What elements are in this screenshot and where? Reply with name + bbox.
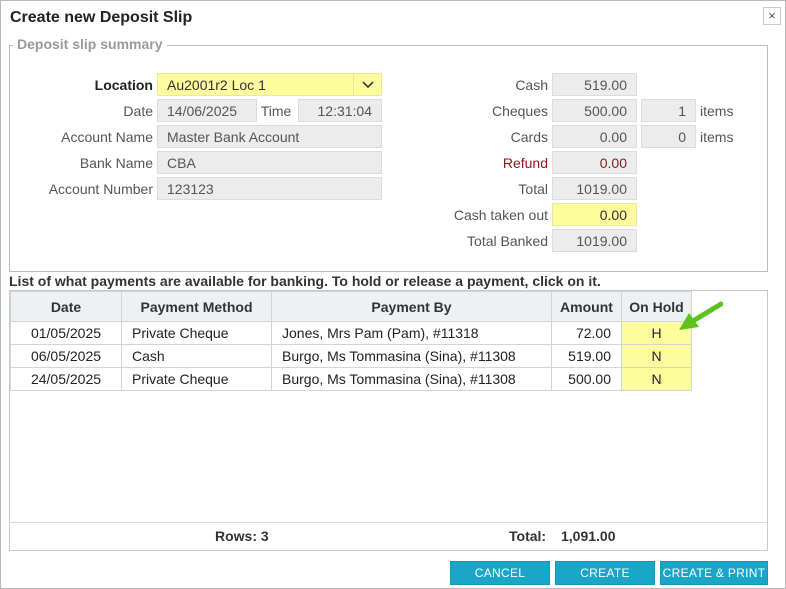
chevron-down-icon[interactable]: [353, 74, 381, 95]
cash-taken-label: Cash taken out: [453, 207, 548, 223]
table-row[interactable]: 06/05/2025 Cash Burgo, Ms Tommasina (Sin…: [10, 344, 692, 368]
cards-field: 0.00: [552, 125, 637, 148]
cash-field: 519.00: [552, 73, 637, 96]
cell-on-hold[interactable]: N: [621, 367, 692, 391]
account-name-label: Account Name: [61, 129, 153, 145]
date-field[interactable]: 14/06/2025: [157, 99, 257, 122]
cards-items-field: 0: [641, 125, 696, 148]
cheques-field: 500.00: [552, 99, 637, 122]
cheques-items-label: items: [700, 103, 734, 119]
bank-name-label: Bank Name: [79, 155, 153, 171]
location-label: Location: [94, 77, 153, 93]
cell-date[interactable]: 01/05/2025: [10, 321, 122, 345]
create-print-button[interactable]: CREATE & PRINT: [660, 561, 768, 585]
cell-payment-method[interactable]: Private Cheque: [121, 367, 272, 391]
grid-total-label: Total:: [509, 528, 547, 544]
create-button[interactable]: CREATE: [555, 561, 655, 585]
cell-payment-by[interactable]: Jones, Mrs Pam (Pam), #11318: [271, 321, 552, 345]
location-value: Au2001r2 Loc 1: [167, 77, 266, 93]
grid-footer-divider: [10, 522, 767, 523]
table-header-row: Date Payment Method Payment By Amount On…: [10, 291, 692, 322]
table-row[interactable]: 01/05/2025 Private Cheque Jones, Mrs Pam…: [10, 321, 692, 345]
location-select[interactable]: Au2001r2 Loc 1: [157, 73, 382, 96]
cell-payment-by[interactable]: Burgo, Ms Tommasina (Sina), #11308: [271, 344, 552, 368]
column-header-payment-by[interactable]: Payment By: [271, 291, 552, 322]
cell-date[interactable]: 24/05/2025: [10, 367, 122, 391]
cash-taken-input[interactable]: 0.00: [552, 203, 637, 226]
close-icon[interactable]: ×: [763, 7, 781, 25]
column-header-date[interactable]: Date: [10, 291, 122, 322]
cell-amount[interactable]: 72.00: [551, 321, 622, 345]
account-number-field: 123123: [157, 177, 382, 200]
cheques-items-field: 1: [641, 99, 696, 122]
total-label: Total: [518, 181, 548, 197]
column-header-amount[interactable]: Amount: [551, 291, 622, 322]
cash-label: Cash: [515, 77, 548, 93]
time-label: Time: [260, 103, 292, 119]
cheques-label: Cheques: [491, 103, 548, 119]
grid-total-value: 1,091.00: [561, 528, 616, 544]
rows-count: Rows: 3: [215, 528, 269, 544]
bank-name-field: CBA: [157, 151, 382, 174]
instructions-text: List of what payments are available for …: [9, 273, 601, 289]
time-field[interactable]: 12:31:04: [298, 99, 382, 122]
cell-amount[interactable]: 519.00: [551, 344, 622, 368]
cell-payment-method[interactable]: Private Cheque: [121, 321, 272, 345]
cell-amount[interactable]: 500.00: [551, 367, 622, 391]
deposit-summary-panel: [9, 45, 768, 272]
payments-table: Date Payment Method Payment By Amount On…: [10, 291, 692, 391]
account-number-label: Account Number: [48, 181, 153, 197]
cards-label: Cards: [510, 129, 548, 145]
payments-grid: Date Payment Method Payment By Amount On…: [9, 290, 768, 551]
column-header-payment-method[interactable]: Payment Method: [121, 291, 272, 322]
total-banked-field: 1019.00: [552, 229, 637, 252]
cards-items-label: items: [700, 129, 734, 145]
refund-label: Refund: [502, 155, 548, 171]
cancel-button[interactable]: CANCEL: [450, 561, 550, 585]
cell-on-hold[interactable]: N: [621, 344, 692, 368]
cell-date[interactable]: 06/05/2025: [10, 344, 122, 368]
cell-payment-method[interactable]: Cash: [121, 344, 272, 368]
dialog-title: Create new Deposit Slip: [10, 9, 193, 26]
green-arrow-icon: [679, 301, 723, 330]
refund-field: 0.00: [552, 151, 637, 174]
total-field: 1019.00: [552, 177, 637, 200]
date-label: Date: [123, 103, 153, 119]
cell-payment-by[interactable]: Burgo, Ms Tommasina (Sina), #11308: [271, 367, 552, 391]
summary-legend: Deposit slip summary: [13, 36, 167, 52]
total-banked-label: Total Banked: [467, 233, 548, 249]
account-name-field: Master Bank Account: [157, 125, 382, 148]
table-row[interactable]: 24/05/2025 Private Cheque Burgo, Ms Tomm…: [10, 367, 692, 391]
